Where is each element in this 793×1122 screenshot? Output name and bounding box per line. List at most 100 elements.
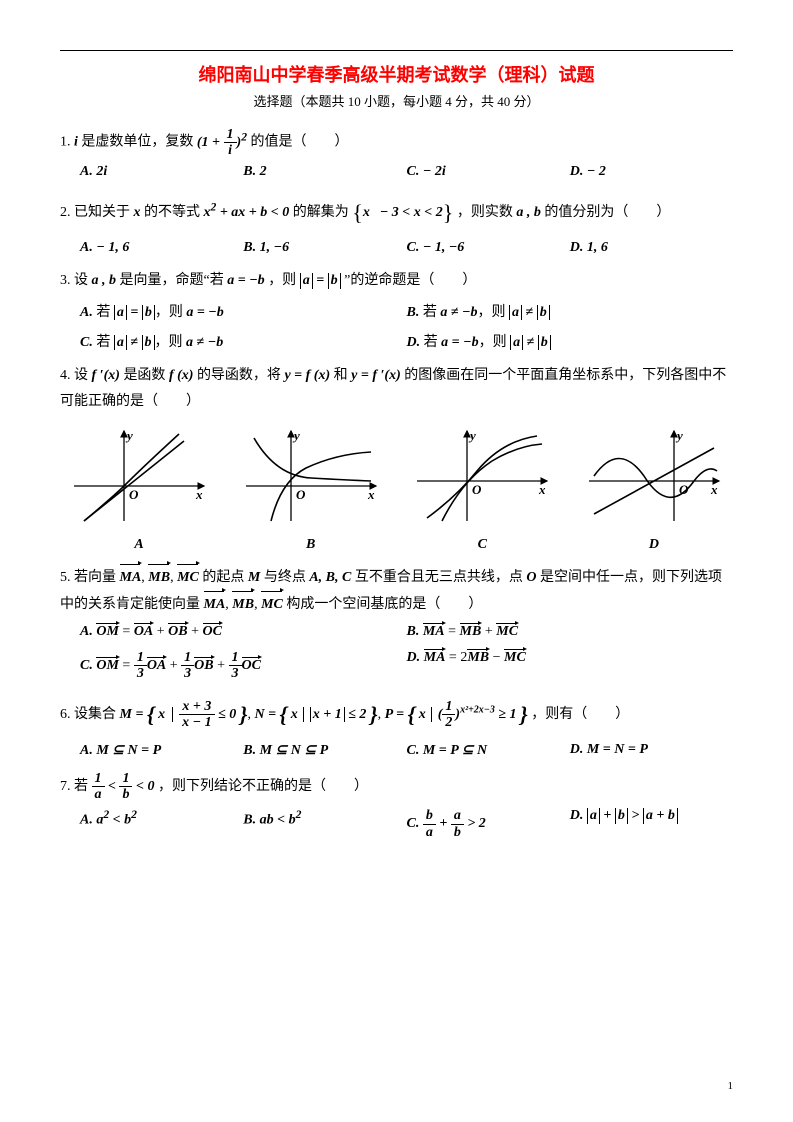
svg-text:y: y <box>125 428 133 443</box>
q7-num: 7. <box>60 779 71 794</box>
q4-t1: 设 <box>74 368 92 383</box>
q6-P: P = { x (12)x²+2x−3 ≥ 1 } <box>385 707 528 722</box>
svg-text:x: x <box>710 482 718 497</box>
vec-MC: MC <box>177 565 199 592</box>
var-i: i <box>74 135 78 150</box>
q2-t3: 的解集为 <box>293 205 353 220</box>
q2-A: A. − 1, 6 <box>80 240 243 256</box>
vec-MB: MB <box>148 565 170 592</box>
q6-options: A. M ⊆ N = P B. M ⊆ N ⊆ P C. M = P ⊆ N D… <box>80 742 733 759</box>
page-number: 1 <box>728 1080 734 1092</box>
q5-ABC: A, B, C <box>309 570 351 585</box>
question-5: 5. 若向量 MA, MB, MC 的起点 M 与终点 A, B, C 互不重合… <box>60 565 733 618</box>
vec-MA: MA <box>120 565 142 592</box>
q7-t2: ，则下列结论不正确的是（ ） <box>158 779 368 794</box>
q6-B: B. M ⊆ N ⊆ P <box>243 742 406 759</box>
graph-A: yxO A <box>64 426 214 553</box>
graph-B-label: B <box>236 537 386 553</box>
svg-text:y: y <box>675 428 683 443</box>
lbrace: { <box>352 200 363 225</box>
q4-graphs: yxO A yxO B yxO C yxO <box>64 426 729 553</box>
q3-eq2: a = b <box>300 273 341 288</box>
q5-t1: 若向量 <box>74 570 120 585</box>
top-rule <box>60 50 733 51</box>
vec-MC2: MC <box>261 592 283 619</box>
graph-C: yxO C <box>407 426 557 553</box>
svg-text:x: x <box>367 487 375 502</box>
q1-options: A. 2i B. 2 C. − 2i D. − 2 <box>80 164 733 180</box>
q7-cond: 1a < 1b < 0 <box>92 779 155 794</box>
vec-MA2: MA <box>204 592 226 619</box>
q3-D: D. 若 a = −b，则 a ≠ b <box>407 331 734 351</box>
q3-t4: ”的逆命题是（ ） <box>344 273 476 288</box>
q6-num: 6. <box>60 707 71 722</box>
q5-A: A. OM = OA + OB + OC <box>80 624 407 640</box>
q5-C: C. OM = 13OA + 13OB + 13OC <box>80 650 407 682</box>
q7-t1: 若 <box>74 779 92 794</box>
q2-x: x <box>134 205 141 220</box>
q2-t5: 的值分别为（ ） <box>544 205 670 220</box>
graph-A-label: A <box>64 537 214 553</box>
q5-O: O <box>526 570 536 585</box>
q5-t2: 的起点 <box>202 570 248 585</box>
q2-t2: 的不等式 <box>144 205 204 220</box>
question-1: 1. i 是虚数单位，复数 (1 + 1i)2 的值是（ ） <box>60 126 733 158</box>
q2-set: x− 3 < x < 2 <box>363 205 443 220</box>
q7-D: D. a + b > a + b <box>570 808 733 840</box>
q7-B: B. ab < b2 <box>243 808 406 840</box>
q7-A: A. a2 < b2 <box>80 808 243 840</box>
q5-row1: A. OM = OA + OB + OC B. MA = MB + MC <box>80 624 733 640</box>
section-subtitle: 选择题（本题共 10 小题，每小题 4 分，共 40 分） <box>60 91 733 110</box>
q5-num: 5. <box>60 570 71 585</box>
q3-t1: 设 <box>74 273 92 288</box>
q2-C: C. − 1, −6 <box>407 240 570 256</box>
q3-C: C. 若 a ≠ b，则 a ≠ −b <box>80 331 407 351</box>
q3-options-row2: C. 若 a ≠ b，则 a ≠ −b D. 若 a = −b，则 a ≠ b <box>80 331 733 351</box>
q1-expr: (1 + 1i)2 <box>197 135 247 150</box>
question-6: 6. 设集合 M = { x x + 3x − 1 ≤ 0 }, N = { x… <box>60 694 733 736</box>
question-4: 4. 设 f ′(x) 是函数 f (x) 的导函数，将 y = f (x) 和… <box>60 363 733 416</box>
svg-text:x: x <box>538 482 546 497</box>
q1-B: B. 2 <box>243 164 406 180</box>
graph-D: yxO D <box>579 426 729 553</box>
q3-options-row1: A. 若 a = b，则 a = −b B. 若 a ≠ −b，则 a ≠ b <box>80 301 733 321</box>
q6-D: D. M = N = P <box>570 742 733 759</box>
svg-text:x: x <box>195 487 203 502</box>
graph-B: y x O B <box>236 426 386 553</box>
q6-N: N = { x x + 1 ≤ 2 } <box>254 707 377 722</box>
q5-t4: 互不重合且无三点共线，点 <box>355 570 527 585</box>
q1-t2: 的值是（ ） <box>251 135 349 150</box>
q1-D: D. − 2 <box>570 164 733 180</box>
svg-text:O: O <box>296 487 306 502</box>
vec-MB2: MB <box>232 592 254 619</box>
q5-t3: 与终点 <box>264 570 310 585</box>
q6-t2: ，则有（ ） <box>531 707 629 722</box>
q4-fpx: f ′(x) <box>92 368 120 383</box>
q1-t1: 是虚数单位，复数 <box>81 135 197 150</box>
q4-num: 4. <box>60 368 71 383</box>
question-2: 2. 已知关于 x 的不等式 x2 + ax + b < 0 的解集为 {x− … <box>60 192 733 234</box>
q2-options: A. − 1, 6 B. 1, −6 C. − 1, −6 D. 1, 6 <box>80 240 733 256</box>
question-7: 7. 若 1a < 1b < 0 ，则下列结论不正确的是（ ） <box>60 771 733 803</box>
q3-num: 3. <box>60 273 71 288</box>
q7-options: A. a2 < b2 B. ab < b2 C. ba + ab > 2 D. … <box>80 808 733 840</box>
q1-C: C. − 2i <box>407 164 570 180</box>
q3-t3: ，则 <box>268 273 300 288</box>
graph-D-label: D <box>579 537 729 553</box>
q3-t2: 是向量，命题“若 <box>120 273 228 288</box>
q5-D: D. MA = 2MB − MC <box>407 650 734 682</box>
q6-M: M = { x x + 3x − 1 ≤ 0 } <box>120 707 248 722</box>
question-3: 3. 设 a , b 是向量，命题“若 a = −b ，则 a = b ”的逆命… <box>60 268 733 295</box>
q3-A: A. 若 a = b，则 a = −b <box>80 301 407 321</box>
rbrace: } <box>443 200 454 225</box>
svg-text:y: y <box>292 428 300 443</box>
q3-ab: a , b <box>92 273 117 288</box>
q5-B: B. MA = MB + MC <box>407 624 734 640</box>
q2-t4: ，则实数 <box>457 205 517 220</box>
q1-num: 1. <box>60 135 71 150</box>
q5-t6: 构成一个空间基底的是（ ） <box>286 597 482 612</box>
q2-D: D. 1, 6 <box>570 240 733 256</box>
q6-t1: 设集合 <box>74 707 120 722</box>
q4-t4: 和 <box>334 368 352 383</box>
q5-M: M <box>248 570 260 585</box>
